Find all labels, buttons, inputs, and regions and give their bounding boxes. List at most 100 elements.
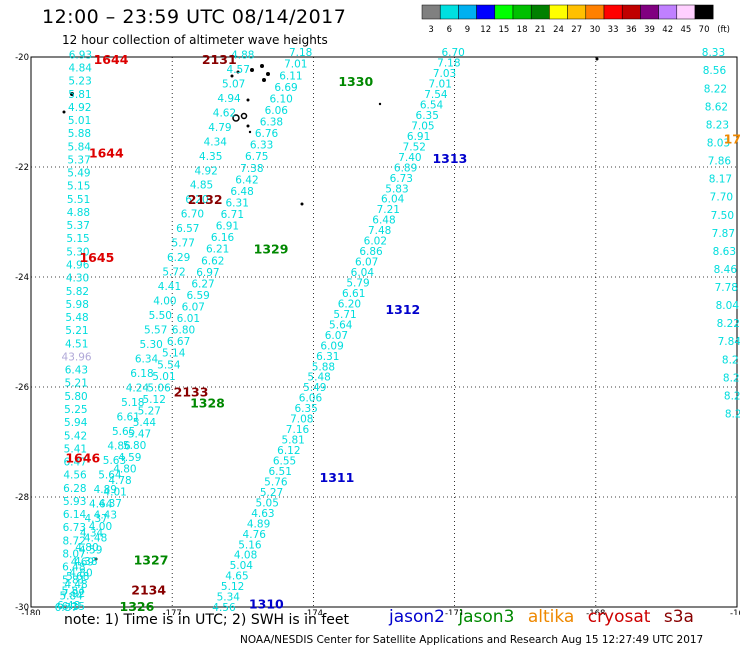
wave-height-value: 6.14: [63, 509, 87, 521]
wave-height-value: 4.00: [153, 296, 176, 308]
y-tick-label: -28: [15, 493, 29, 503]
colorbar-label: 3: [428, 25, 433, 35]
time-label: 2131: [202, 52, 237, 67]
wave-height-value: 5.88: [312, 361, 335, 373]
wave-height-value: 6.48: [62, 562, 85, 574]
legend-altika: altika: [527, 607, 575, 627]
wave-height-value: 7.92: [62, 588, 85, 600]
island-shapes: [62, 57, 599, 561]
y-tick-label: -30: [15, 603, 29, 613]
wave-height-value: 7.21: [377, 204, 400, 216]
time-label: 17: [724, 132, 740, 147]
wave-height-value: 7.86: [708, 156, 732, 168]
wave-height-value: 6.73: [63, 522, 86, 534]
colorbar-label: 30: [589, 25, 600, 35]
wave-height-value: 7.52: [403, 141, 426, 153]
wave-height-value: 7.70: [710, 192, 733, 204]
wave-height-value: 5.81: [62, 575, 85, 587]
wave-height-value: 5.16: [238, 539, 262, 551]
wave-height-value: 8.56: [703, 65, 727, 77]
track-jason3: 7.187.016.116.696.106.066.386.766.336.75…: [55, 47, 313, 614]
wave-height-value: 5.41: [64, 443, 87, 455]
wave-height-value: 5.83: [385, 183, 408, 195]
wave-height-value: 6.54: [420, 100, 444, 112]
colorbar-label: 9: [465, 25, 470, 35]
wave-height-value: 4.59: [118, 452, 141, 464]
wave-height-value: 4.85: [190, 180, 213, 192]
wave-height-value: 5.49: [303, 382, 326, 394]
wave-height-value: 5.51: [67, 194, 90, 206]
wave-height-value: 8.2: [723, 372, 740, 384]
wave-height-value: 8.63: [713, 246, 736, 258]
wave-height-value: 5.63: [103, 455, 126, 467]
wave-height-value: 6.18: [130, 368, 153, 380]
wave-height-value: 5.37: [67, 220, 90, 232]
colorbar: 3 6 9 12 15 18 21 24 27 30 33 36 39 42 45 70 (ft): [421, 4, 730, 35]
wave-height-value: 6.27: [191, 278, 214, 290]
wave-height-value: 7.48: [368, 225, 391, 237]
wave-height-value: 6.48: [372, 215, 395, 227]
wave-height-value: 6.09: [320, 340, 343, 352]
wave-height-value: 6.31: [316, 351, 339, 363]
wave-height-value: 5.04: [230, 560, 254, 572]
wave-height-value: 7.78: [715, 282, 738, 294]
wave-height-value: 6.75: [245, 151, 268, 163]
wave-height-value: 6.67: [167, 336, 190, 348]
time-label: 1311: [320, 470, 355, 485]
wave-height-value: 5.27: [138, 406, 161, 418]
wave-height-value: 6.35: [294, 403, 317, 415]
wave-height-value: 8.04: [716, 300, 740, 312]
legend-s3a: s3a: [663, 607, 694, 627]
wave-height-value: 6.61: [342, 288, 365, 300]
wave-height-value: 4.92: [68, 102, 91, 114]
colorbar-label: 33: [608, 25, 619, 35]
time-label: 1313: [432, 151, 467, 166]
y-tick-label: -20: [15, 53, 29, 63]
wave-height-value: 5.25: [64, 404, 87, 416]
wave-height-value: 5.14: [162, 348, 186, 360]
wave-height-value: 6.02: [364, 236, 387, 248]
wave-height-value: 8.33: [702, 47, 725, 59]
wave-height-value: 6.20: [185, 194, 208, 206]
wave-height-value: 6.69: [274, 82, 297, 94]
wave-height-value: 5.84: [68, 141, 92, 153]
wave-height-value: 4.80: [75, 542, 98, 554]
time-label: 1328: [190, 396, 225, 411]
wave-height-value: 6.57: [176, 223, 199, 235]
x-tick-label: -174: [304, 609, 323, 615]
colorbar-label: 36: [626, 25, 637, 35]
wave-height-value: 8.03: [707, 137, 730, 149]
wave-height-value: 5.65: [112, 426, 135, 438]
wave-height-value: 4.86: [107, 441, 131, 453]
wave-height-value: 4.69: [71, 556, 94, 568]
wave-height-value: 5.81: [281, 435, 304, 447]
wave-height-value: 6.91: [407, 131, 430, 143]
wave-height-value: 8.2: [722, 354, 739, 366]
wave-height-value: 5.34: [217, 592, 241, 604]
wave-height-value: 6.70: [181, 209, 204, 221]
track-s3a: 6.934.845.235.814.925.015.885.845.375.49…: [62, 49, 93, 613]
wave-height-value: 4.89: [247, 518, 270, 530]
colorbar-label: 42: [662, 25, 673, 35]
legend-jason2: jason2: [389, 607, 445, 627]
wave-height-value: 6.89: [394, 162, 417, 174]
y-tick-label: -24: [15, 273, 29, 283]
x-tick-labels: -180 -177 -174 -171 -168 -16: [21, 609, 740, 615]
wave-height-value: 4.43: [94, 510, 117, 522]
wave-height-value: 6.59: [186, 290, 209, 302]
colorbar-label: 24: [553, 25, 564, 35]
wave-height-value: 4.56: [212, 602, 236, 614]
time-label: 1327: [134, 552, 169, 567]
wave-height-value: 5.68: [66, 571, 89, 583]
x-tick-label: -168: [586, 609, 605, 615]
wave-height-value: 4.24: [126, 383, 150, 395]
y-tick-label: -26: [15, 383, 29, 393]
wave-height-value: 4.88: [231, 49, 254, 61]
wave-height-value: 6.20: [338, 298, 361, 310]
track-altika: 8.33 8.56 8.22 8.62 8.23 8.03 7.86 8.17 7.70 7.50…: [702, 47, 740, 420]
colorbar-label: 45: [680, 25, 691, 35]
wave-height-value: 6.76: [255, 128, 279, 140]
wave-height-value: 5.81: [68, 89, 91, 101]
wave-height-value: 5.88: [68, 128, 91, 140]
wave-height-value: 6.06: [299, 393, 323, 405]
